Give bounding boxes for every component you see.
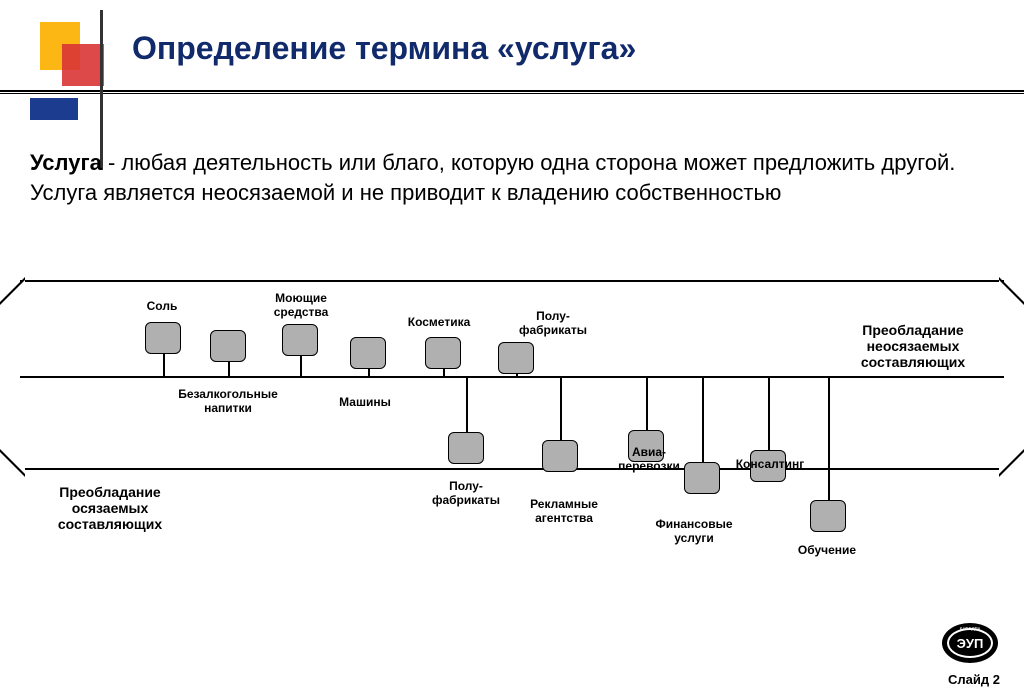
definition-body: - любая деятельность или благо, которую … — [30, 150, 955, 205]
page-title: Определение термина «услуга» — [132, 30, 636, 67]
node-stem — [702, 377, 704, 462]
axis-label-right: Преобладание неосязаемых составляющих — [828, 322, 998, 370]
arrow-body: Преобладание неосязаемых составляющих Со… — [20, 280, 1004, 470]
spectrum-node — [448, 432, 484, 464]
svg-text:КАФЕДРА: КАФЕДРА — [960, 626, 981, 631]
node-stem — [443, 369, 445, 377]
node-stem — [300, 356, 302, 377]
spectrum-node-label: Авиа- перевозки — [604, 446, 694, 474]
node-stem — [560, 377, 562, 440]
spectrum-node — [542, 440, 578, 472]
spectrum-node-label: Моющие средства — [256, 292, 346, 320]
node-stem — [768, 377, 770, 450]
definition-text: Услуга - любая деятельность или благо, к… — [30, 148, 994, 207]
spectrum-node-label: Соль — [132, 300, 192, 314]
spectrum-node-label: Машины — [320, 396, 410, 410]
spectrum-node-label: Обучение — [782, 544, 872, 558]
spectrum-node — [684, 462, 720, 494]
axis-label-left: Преобладание осязаемых составляющих — [20, 484, 200, 532]
node-stem — [368, 369, 370, 377]
arrow-axis — [20, 376, 1004, 378]
node-stem — [163, 354, 165, 377]
header-logo-blue — [30, 98, 78, 120]
spectrum-node-label: Финансовые услуги — [634, 518, 754, 546]
definition-term: Услуга — [30, 150, 102, 175]
spectrum-node — [145, 322, 181, 354]
spectrum-node — [498, 342, 534, 374]
spectrum-node-label: Полу- фабрикаты — [508, 310, 598, 338]
node-stem — [466, 377, 468, 432]
spectrum-node — [210, 330, 246, 362]
footer-logo: ЭУП КАФЕДРА — [940, 621, 1000, 665]
spectrum-node-label: Рекламные агентства — [514, 498, 614, 526]
spectrum-node — [350, 337, 386, 369]
node-stem — [228, 362, 230, 377]
spectrum-node-label: Консалтинг — [720, 458, 820, 472]
spectrum-node-label: Полу- фабрикаты — [416, 480, 516, 508]
spectrum-diagram: Преобладание неосязаемых составляющих Со… — [20, 280, 1004, 620]
node-stem — [646, 377, 648, 430]
header-rule — [0, 90, 1024, 94]
node-stem — [516, 374, 518, 377]
spectrum-node-label: Безалкогольные напитки — [168, 388, 288, 416]
slide-number: Слайд 2 — [948, 672, 1000, 687]
spectrum-node — [282, 324, 318, 356]
spectrum-node — [810, 500, 846, 532]
footer-logo-text: ЭУП — [957, 636, 984, 651]
spectrum-node — [425, 337, 461, 369]
node-stem — [828, 377, 830, 500]
spectrum-node-label: Косметика — [394, 316, 484, 330]
